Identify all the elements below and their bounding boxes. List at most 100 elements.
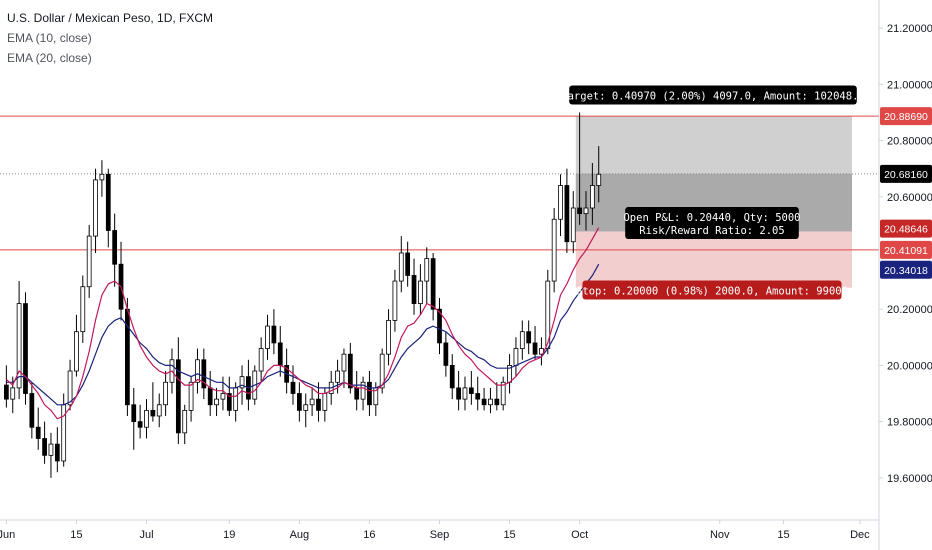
x-axis[interactable]: Jun 15 Jul 19 Aug 16 Sep 15 Oct Nov 15 Dec: [0, 520, 870, 541]
candle-body: [494, 398, 500, 406]
candle: [207, 371, 213, 416]
candle: [532, 326, 538, 360]
candle-body: [131, 404, 137, 423]
candle: [475, 376, 481, 411]
candle: [99, 160, 105, 197]
candle-body: [35, 426, 41, 439]
candle-body: [207, 387, 213, 406]
candle: [54, 427, 60, 473]
candle-body: [430, 258, 436, 310]
candle-body: [29, 393, 35, 428]
price-badge-text: 20.48646: [884, 224, 928, 236]
ema-lines: [6, 227, 600, 420]
candle: [462, 376, 468, 411]
candle-body: [144, 409, 149, 428]
candle-body: [74, 331, 79, 372]
x-tick-label: Jun: [0, 529, 15, 541]
candle: [112, 213, 118, 287]
price-badge-bg: [880, 240, 932, 259]
candle: [296, 382, 302, 422]
candle: [35, 407, 41, 450]
candle: [29, 382, 35, 439]
candle-body: [80, 286, 86, 333]
price-badges: 20.88690 20.68160 20.48646 20.41091 20.34018: [880, 107, 932, 279]
candle: [3, 365, 9, 408]
y-tick-label: 20.80000: [887, 136, 932, 148]
candlesticks: [3, 112, 602, 478]
candle-body: [290, 381, 296, 394]
candle-body: [296, 393, 302, 411]
candle-body: [481, 398, 487, 406]
candle-body: [303, 404, 309, 411]
candle: [182, 404, 188, 445]
y-tick-label: 19.60000: [887, 473, 932, 485]
candle-body: [456, 387, 461, 400]
x-tick-label: 15: [503, 529, 515, 541]
candle-body: [309, 398, 315, 406]
price-badge-bg: [880, 260, 932, 279]
candle-body: [16, 303, 22, 389]
candle-body: [61, 404, 67, 462]
candle: [86, 224, 92, 298]
indicator-ema10[interactable]: EMA (10, close): [7, 31, 92, 45]
candle-body: [360, 381, 366, 400]
candle: [392, 269, 398, 332]
candle: [583, 191, 589, 231]
candle: [379, 348, 385, 394]
candle: [163, 371, 168, 416]
x-tick-label: Nov: [710, 529, 730, 541]
candle-body: [42, 438, 47, 456]
candle: [526, 320, 532, 355]
candle-body: [500, 381, 506, 406]
candle: [468, 371, 474, 405]
candle-body: [93, 179, 98, 237]
candle-body: [475, 393, 481, 400]
candle: [494, 382, 500, 411]
candle-body: [105, 173, 111, 231]
y-tick-label: 20.00000: [887, 360, 932, 372]
candle-body: [112, 230, 118, 265]
symbol-title[interactable]: U.S. Dollar / Mexican Peso, 1D, FXCM: [7, 11, 214, 25]
x-tick-label: 19: [223, 529, 235, 541]
candle: [456, 371, 461, 411]
candle-body: [558, 185, 563, 220]
price-badge: 20.68160: [880, 164, 932, 183]
candle-body: [424, 258, 430, 282]
candle: [131, 387, 137, 450]
candle: [303, 393, 309, 428]
candle: [570, 191, 576, 253]
candle: [246, 359, 251, 411]
candle: [290, 365, 296, 405]
y-tick-label: 21.20000: [887, 23, 932, 35]
candle: [42, 421, 47, 464]
price-badge-bg: [880, 107, 932, 126]
candle-body: [86, 235, 92, 288]
candle: [175, 337, 181, 445]
candle-body: [201, 359, 207, 389]
price-badge: 20.41091: [880, 240, 932, 259]
candle: [418, 264, 423, 315]
candle-body: [182, 409, 188, 434]
y-axis[interactable]: 21.20000 21.00000 20.80000 20.60000 20.20000…: [879, 23, 932, 485]
ema10-line: [6, 227, 600, 420]
candle: [437, 297, 442, 355]
candle: [309, 387, 315, 416]
candle: [507, 354, 512, 394]
candle-body: [462, 387, 468, 400]
position-tool-zones[interactable]: [575, 116, 852, 288]
candle: [16, 281, 22, 400]
candle-body: [411, 275, 417, 304]
candle: [430, 252, 436, 321]
candle: [354, 371, 360, 411]
indicator-ema20[interactable]: EMA (20, close): [7, 51, 92, 65]
price-badge-text: 20.41091: [884, 245, 928, 257]
ema20-line: [6, 263, 600, 406]
candle: [488, 387, 493, 414]
candle: [551, 208, 557, 293]
candle-body: [449, 365, 455, 389]
price-badge: 20.48646: [880, 219, 932, 238]
candle-body: [48, 443, 54, 456]
candle-body: [137, 421, 143, 428]
candle-body: [322, 393, 328, 411]
